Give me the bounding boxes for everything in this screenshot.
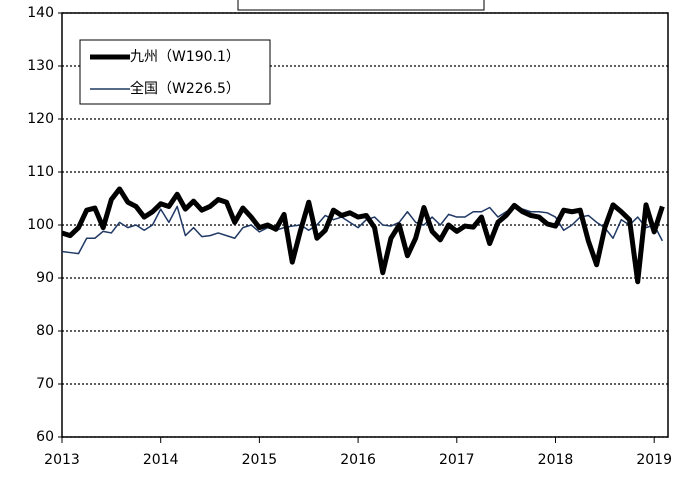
y-tick-label: 70 — [36, 376, 54, 392]
x-tick-label: 2017 — [439, 452, 475, 468]
y-tick-label: 90 — [36, 270, 54, 286]
x-tick-label: 2018 — [538, 452, 574, 468]
y-tick-label: 130 — [27, 58, 54, 74]
title-box — [237, 0, 485, 11]
legend-label: 全国（W226.5） — [130, 80, 240, 97]
y-tick-label: 120 — [27, 111, 54, 127]
y-tick-label: 60 — [36, 429, 54, 445]
x-tick-label: 2013 — [44, 452, 80, 468]
y-tick-label: 110 — [27, 164, 54, 180]
x-tick-label: 2015 — [242, 452, 278, 468]
y-tick-label: 140 — [27, 5, 54, 21]
x-tick-label: 2016 — [340, 452, 376, 468]
legend-label: 九州（W190.1） — [130, 49, 240, 65]
x-tick-label: 2019 — [636, 452, 672, 468]
plot-frame — [61, 12, 669, 438]
x-tick-label: 2014 — [143, 452, 179, 468]
series-line — [61, 205, 664, 255]
y-tick-label: 100 — [27, 217, 54, 233]
legend-box — [79, 39, 271, 105]
series-line — [61, 186, 665, 285]
y-tick-label: 80 — [36, 323, 54, 339]
